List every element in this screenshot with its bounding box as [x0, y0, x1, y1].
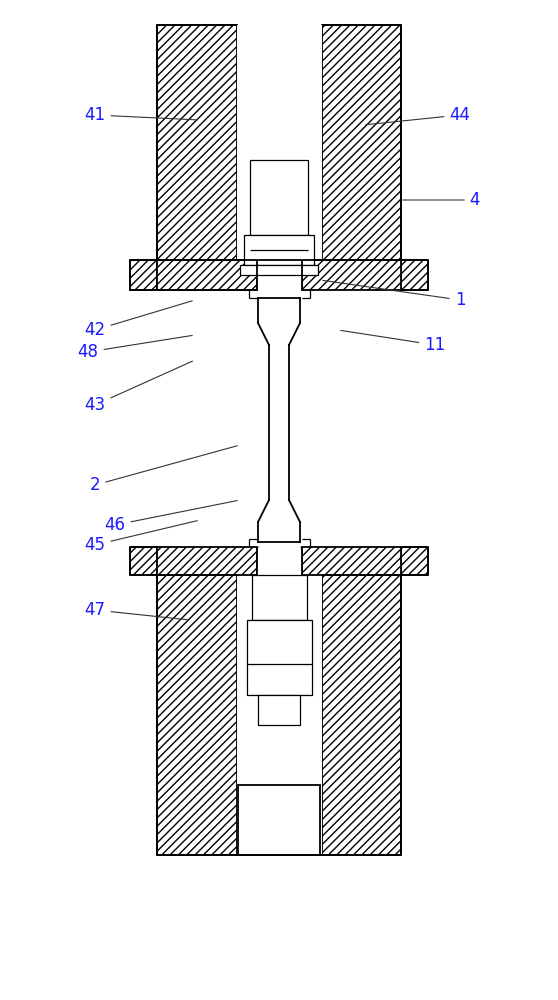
- Bar: [252, 575, 306, 620]
- Text: 1: 1: [323, 280, 465, 309]
- Text: 47: 47: [84, 601, 187, 620]
- Bar: [157, 260, 257, 290]
- Text: 41: 41: [84, 106, 197, 124]
- Text: 42: 42: [84, 301, 193, 339]
- Text: 46: 46: [104, 501, 237, 534]
- Bar: [244, 235, 314, 265]
- Bar: [257, 260, 301, 290]
- Bar: [321, 575, 401, 855]
- Bar: [401, 260, 428, 290]
- Bar: [237, 575, 321, 855]
- Bar: [321, 25, 401, 260]
- Bar: [247, 620, 311, 695]
- Bar: [130, 547, 157, 575]
- Bar: [157, 575, 237, 855]
- Bar: [301, 547, 401, 575]
- Bar: [130, 260, 157, 290]
- Bar: [240, 265, 318, 275]
- Bar: [157, 547, 257, 575]
- Bar: [237, 25, 321, 260]
- Bar: [401, 547, 428, 575]
- Bar: [238, 785, 320, 855]
- Bar: [301, 260, 401, 290]
- Text: 45: 45: [84, 521, 198, 554]
- Text: 2: 2: [90, 446, 237, 494]
- Bar: [257, 547, 301, 575]
- Text: 11: 11: [341, 330, 446, 354]
- Bar: [157, 25, 237, 260]
- Text: 44: 44: [365, 106, 470, 125]
- Text: 48: 48: [78, 335, 193, 361]
- Bar: [250, 160, 308, 235]
- Text: 4: 4: [403, 191, 480, 209]
- Text: 43: 43: [84, 361, 193, 414]
- Bar: [258, 695, 300, 725]
